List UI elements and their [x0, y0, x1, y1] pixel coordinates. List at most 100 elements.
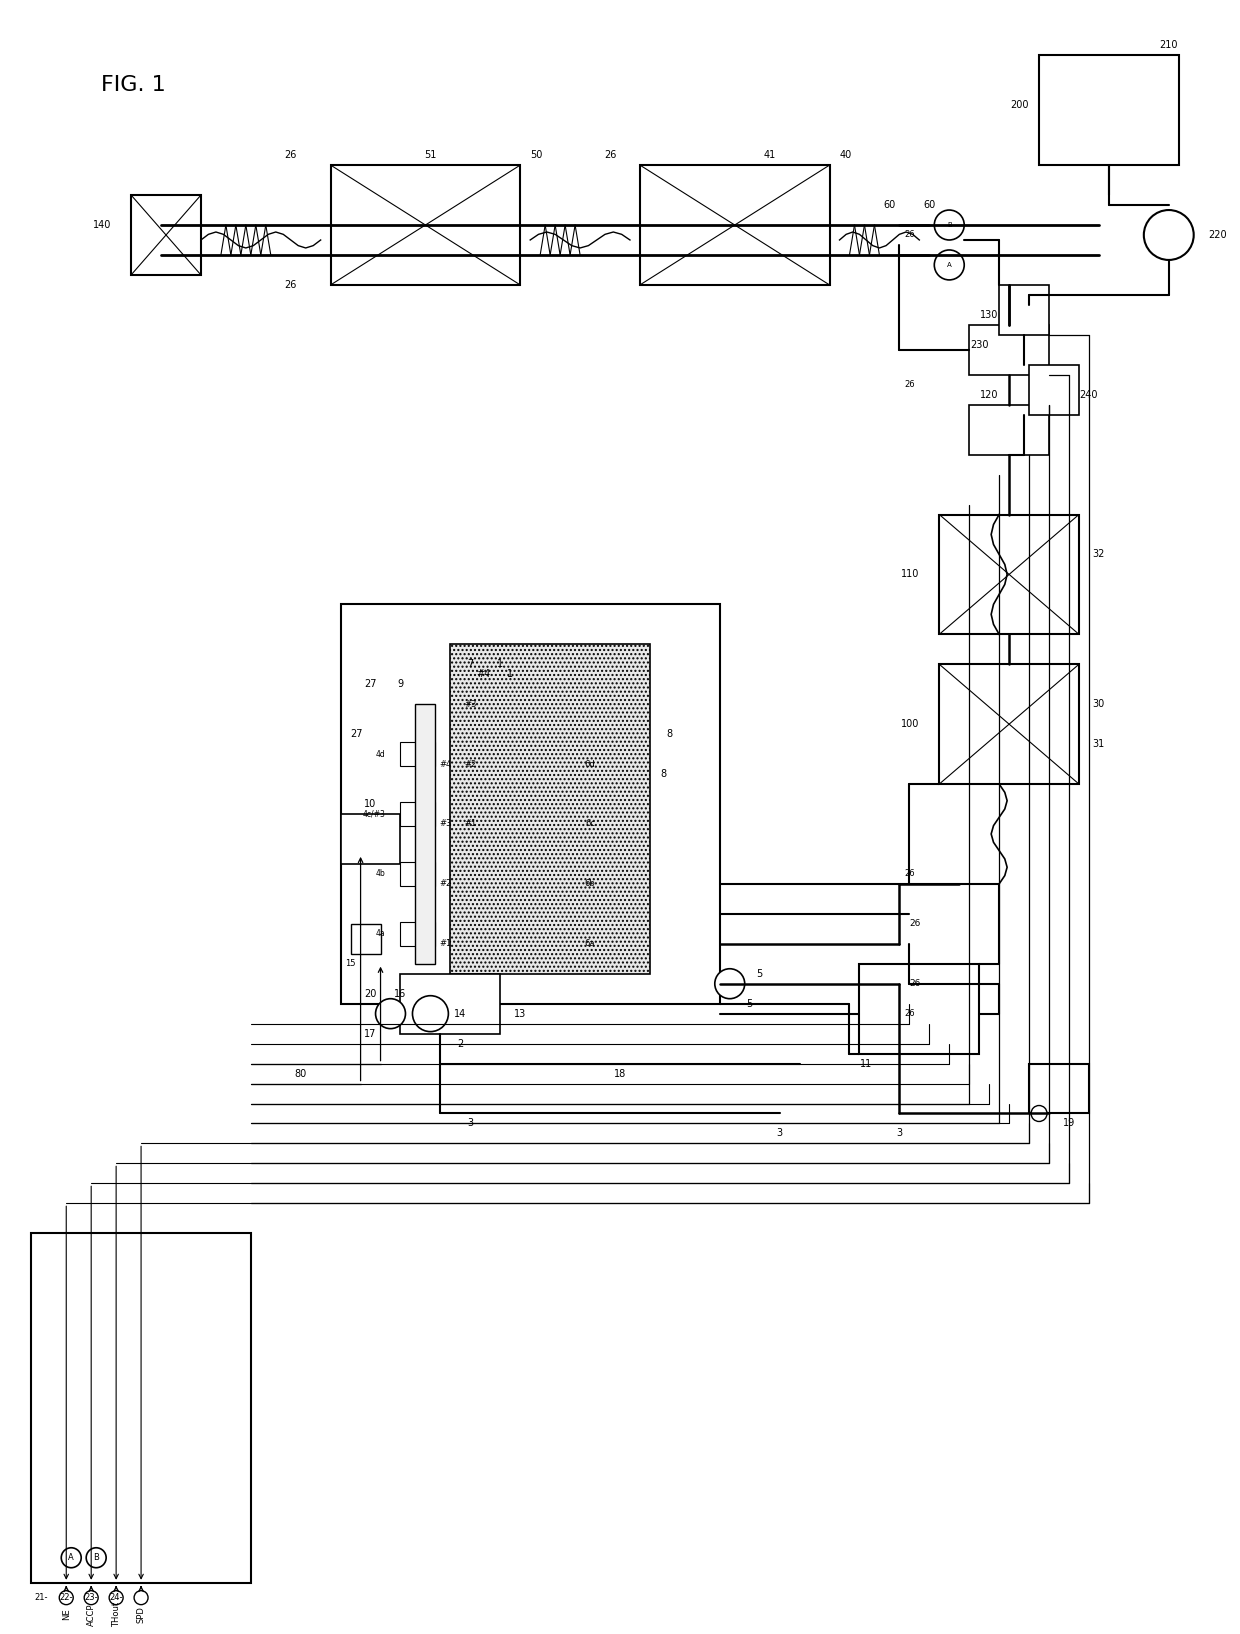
- Circle shape: [84, 1590, 98, 1605]
- Text: 26: 26: [904, 230, 915, 240]
- Text: 220: 220: [1209, 230, 1228, 240]
- Bar: [1039, 56, 1179, 165]
- Bar: [31, 1234, 250, 1583]
- Text: 3: 3: [776, 1129, 782, 1139]
- Text: 26: 26: [909, 979, 921, 989]
- Text: 5: 5: [746, 998, 753, 1008]
- Text: 60: 60: [883, 199, 895, 211]
- Bar: [970, 405, 1049, 454]
- Text: 32: 32: [1092, 549, 1105, 559]
- Text: 20: 20: [365, 989, 377, 998]
- Text: 240: 240: [1080, 391, 1099, 400]
- Text: 1: 1: [497, 659, 503, 670]
- Text: #4: #4: [476, 670, 490, 680]
- Text: ACCP: ACCP: [87, 1603, 95, 1626]
- Text: B: B: [93, 1554, 99, 1562]
- Text: 120: 120: [980, 391, 998, 400]
- Bar: [401, 742, 435, 766]
- Bar: [450, 644, 650, 974]
- Text: 3: 3: [467, 1119, 474, 1129]
- Text: 21-: 21-: [35, 1593, 48, 1603]
- Text: #1: #1: [464, 820, 476, 828]
- Text: 13: 13: [515, 1008, 526, 1018]
- Bar: [131, 194, 201, 275]
- Bar: [859, 964, 980, 1054]
- Text: 6b: 6b: [585, 879, 595, 889]
- Bar: [640, 165, 830, 284]
- Bar: [415, 704, 435, 964]
- Text: #4: #4: [439, 760, 451, 768]
- Text: 2: 2: [458, 1039, 464, 1049]
- Circle shape: [714, 969, 745, 998]
- Text: 26: 26: [904, 869, 915, 879]
- Circle shape: [134, 1590, 148, 1605]
- Text: 26: 26: [904, 381, 915, 389]
- Text: A: A: [68, 1554, 74, 1562]
- Bar: [939, 515, 1079, 634]
- Circle shape: [1143, 211, 1194, 260]
- Text: 4d: 4d: [376, 750, 386, 758]
- Text: 26: 26: [909, 920, 921, 928]
- Circle shape: [376, 998, 405, 1029]
- Text: 41: 41: [764, 150, 776, 160]
- Text: THout: THout: [112, 1601, 120, 1627]
- Text: 4c/#3: 4c/#3: [362, 809, 386, 819]
- Text: 10: 10: [365, 799, 377, 809]
- Bar: [970, 325, 1049, 374]
- Text: 11: 11: [859, 1059, 872, 1069]
- Bar: [401, 974, 500, 1034]
- Text: A: A: [947, 261, 951, 268]
- Bar: [1029, 1064, 1089, 1113]
- Bar: [401, 922, 435, 946]
- Text: 100: 100: [901, 719, 919, 729]
- Text: 23-: 23-: [84, 1593, 98, 1603]
- Text: 110: 110: [901, 569, 919, 580]
- Text: #3: #3: [439, 820, 451, 828]
- Text: FIG. 1: FIG. 1: [102, 75, 166, 95]
- Bar: [341, 814, 401, 864]
- Text: #3: #3: [464, 699, 476, 709]
- Text: 26: 26: [904, 1010, 915, 1018]
- Text: #2: #2: [464, 760, 476, 768]
- Circle shape: [60, 1590, 73, 1605]
- Text: 26: 26: [284, 150, 296, 160]
- Text: 80: 80: [295, 1069, 306, 1078]
- Text: 6a: 6a: [585, 940, 595, 948]
- Bar: [1029, 364, 1079, 415]
- Bar: [401, 861, 435, 886]
- Text: 16: 16: [394, 989, 407, 998]
- Text: 200: 200: [1011, 100, 1029, 109]
- Text: 7: 7: [467, 659, 474, 670]
- Text: 14: 14: [454, 1008, 466, 1018]
- Text: 60: 60: [924, 199, 935, 211]
- Text: 51: 51: [424, 150, 436, 160]
- Text: 24-: 24-: [109, 1593, 123, 1603]
- Text: 8: 8: [667, 729, 673, 739]
- Text: 6c: 6c: [585, 820, 595, 828]
- Text: #1: #1: [439, 940, 451, 948]
- Text: 27: 27: [365, 680, 377, 690]
- Circle shape: [934, 250, 965, 279]
- Circle shape: [109, 1590, 123, 1605]
- Text: 31: 31: [1092, 739, 1105, 748]
- Text: 18: 18: [614, 1069, 626, 1078]
- Circle shape: [1032, 1106, 1047, 1121]
- Text: 6d: 6d: [585, 760, 595, 768]
- Text: 27: 27: [351, 729, 363, 739]
- Text: 4a: 4a: [376, 930, 386, 938]
- Text: 140: 140: [93, 221, 112, 230]
- Text: 210: 210: [1159, 41, 1177, 51]
- Text: 17: 17: [365, 1029, 377, 1039]
- Bar: [331, 165, 521, 284]
- Text: B: B: [947, 222, 951, 229]
- Text: SPD: SPD: [136, 1606, 145, 1623]
- Text: 22-: 22-: [60, 1593, 73, 1603]
- Bar: [999, 284, 1049, 335]
- Text: 1: 1: [507, 670, 513, 680]
- Text: 50: 50: [531, 150, 543, 160]
- Circle shape: [413, 995, 449, 1031]
- Text: 26: 26: [604, 150, 616, 160]
- Bar: [401, 802, 435, 825]
- Text: 40: 40: [839, 150, 852, 160]
- Text: 230: 230: [971, 340, 990, 350]
